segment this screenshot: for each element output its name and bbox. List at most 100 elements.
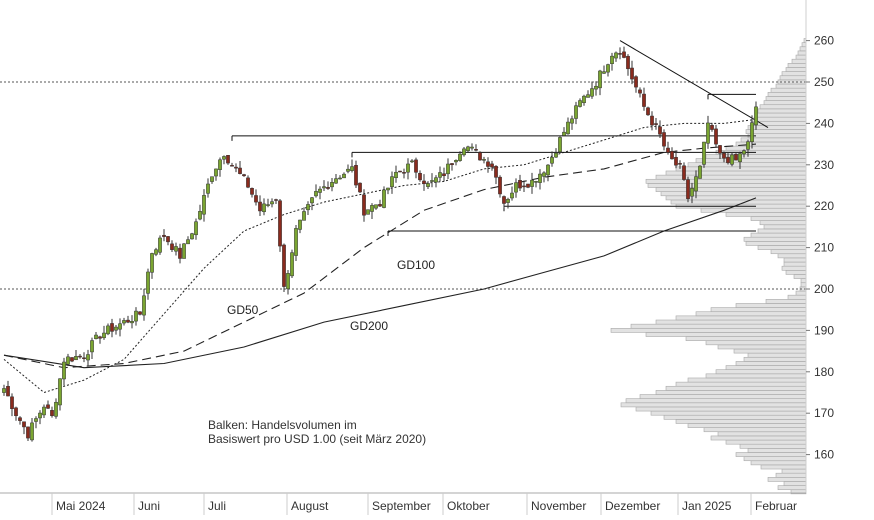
x-tick-label: Jan 2025: [682, 499, 732, 513]
candle-body: [506, 198, 510, 203]
gd200-label: GD200: [350, 319, 388, 333]
volume-bar: [665, 385, 807, 391]
candle-body: [242, 174, 246, 177]
candle-body: [414, 159, 418, 173]
candle-body: [362, 194, 366, 216]
volume-bar: [655, 319, 807, 325]
candle-body: [462, 148, 466, 156]
candle-body: [150, 253, 154, 273]
candle-body: [562, 131, 566, 136]
candle-body: [318, 188, 322, 193]
candle-body: [134, 310, 138, 322]
candle-body: [746, 141, 750, 150]
candle-body: [66, 356, 70, 365]
y-tick-label: 200: [814, 282, 834, 296]
candle-body: [598, 70, 602, 89]
volume-bar: [757, 228, 807, 234]
volume-bar: [710, 435, 807, 441]
y-tick-label: 230: [814, 158, 834, 172]
volume-bar: [763, 100, 807, 105]
candle-body: [438, 172, 442, 178]
volume-bar: [759, 220, 807, 226]
candle-body: [614, 52, 618, 59]
candle-body: [402, 172, 406, 174]
volume-bar: [743, 356, 807, 362]
candle-body: [218, 159, 222, 170]
candle-body: [750, 122, 754, 142]
candle-body: [278, 200, 282, 247]
volume-bar: [650, 410, 807, 416]
candle-body: [270, 201, 274, 205]
candle-body: [366, 209, 370, 215]
candle-body: [2, 388, 6, 393]
candle-body: [126, 319, 130, 323]
candle-body: [418, 172, 422, 181]
volume-bar: [735, 303, 807, 308]
volume-bar: [777, 253, 807, 259]
volume-bar: [770, 249, 807, 255]
candle-body: [50, 410, 54, 417]
candle-body: [162, 234, 166, 237]
candle-body: [586, 94, 590, 98]
candle-body: [486, 161, 490, 167]
volume-bar: [763, 224, 807, 230]
candle-body: [10, 396, 14, 409]
volume-bar: [757, 108, 807, 114]
volume-bar: [801, 42, 807, 48]
candle-body: [274, 199, 278, 201]
volume-bar: [675, 381, 807, 387]
candle-body: [446, 163, 450, 175]
candle-body: [718, 145, 722, 154]
candle-body: [302, 211, 306, 221]
volume-bar: [655, 174, 807, 180]
volume-bar: [665, 170, 807, 176]
volume-bar: [639, 394, 807, 399]
volume-note-line-1: Balken: Handelsvolumen im: [208, 418, 357, 432]
candle-body: [238, 167, 242, 174]
candle-body: [222, 156, 226, 160]
volume-bar: [700, 207, 807, 213]
candle-body: [86, 354, 90, 361]
candle-body: [30, 422, 34, 441]
candle-body: [166, 236, 170, 243]
volume-bar: [795, 290, 807, 296]
candle-body: [174, 246, 178, 252]
volume-bar: [781, 265, 807, 271]
x-tick-label: Oktober: [447, 499, 490, 513]
y-tick-label: 250: [814, 75, 834, 89]
candle-body: [450, 163, 454, 166]
volume-bar: [787, 294, 807, 300]
candle-body: [230, 165, 234, 167]
volume-bar: [663, 414, 807, 420]
candle-body: [210, 176, 214, 182]
candle-body: [110, 323, 114, 332]
candle-body: [90, 340, 94, 353]
candle-body: [526, 183, 530, 188]
volume-bar: [670, 199, 807, 205]
candle-body: [630, 67, 634, 80]
candle-body: [282, 244, 286, 287]
candle-body: [522, 185, 526, 188]
candle-body: [510, 192, 514, 199]
x-tick-label: Februar: [755, 499, 797, 513]
volume-bar: [725, 145, 807, 151]
candle-body: [326, 187, 330, 189]
candle-body: [678, 163, 682, 165]
candle-body: [430, 180, 434, 182]
candle-body: [142, 295, 146, 316]
candle-body: [710, 125, 714, 130]
volume-bar: [733, 348, 807, 354]
x-tick-label: Juli: [208, 499, 226, 513]
candle-body: [738, 153, 742, 163]
candle-body: [178, 247, 182, 259]
candle-body: [350, 166, 354, 171]
candle-body: [382, 189, 386, 208]
candle-body: [6, 385, 10, 397]
candle-body: [470, 146, 474, 149]
candle-body: [442, 173, 446, 177]
volume-bar: [655, 187, 807, 192]
candle-body: [646, 107, 650, 116]
candle-body: [550, 157, 554, 164]
candle-body: [294, 228, 298, 256]
